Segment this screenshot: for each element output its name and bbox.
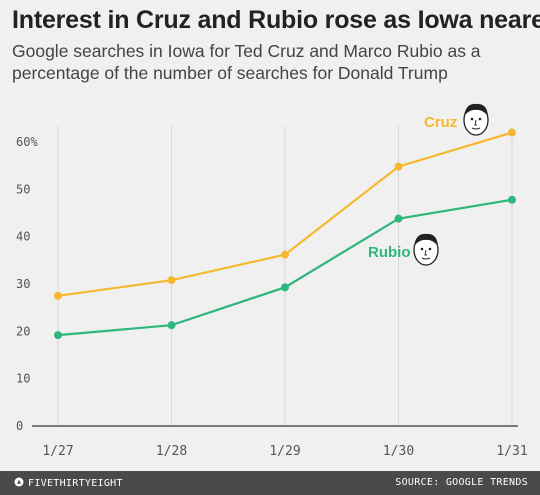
series-labels: Cruz Rubio xyxy=(368,103,489,266)
data-point-cruz xyxy=(508,128,516,137)
data-point-rubio xyxy=(394,214,403,223)
data-point-cruz xyxy=(394,162,403,171)
footer-bar: FIVETHIRTYEIGHT SOURCE: GOOGLE TRENDS xyxy=(0,471,540,495)
x-tick-label: 1/31 xyxy=(496,444,527,459)
data-point-rubio xyxy=(167,321,176,330)
y-tick-label: 0 xyxy=(16,419,23,433)
data-point-rubio xyxy=(508,195,516,204)
brand: FIVETHIRTYEIGHT xyxy=(14,477,123,489)
y-tick-label: 30 xyxy=(16,277,30,291)
data-point-cruz xyxy=(281,250,289,259)
series-lines xyxy=(54,128,516,340)
data-point-rubio xyxy=(281,283,289,292)
source-note: SOURCE: GOOGLE TRENDS xyxy=(395,477,528,488)
x-tick-label: 1/29 xyxy=(269,444,300,459)
x-tick-label: 1/27 xyxy=(42,444,73,459)
chart-subtitle: Google searches in Iowa for Ted Cruz and… xyxy=(12,41,481,83)
series-label-rubio: Rubio xyxy=(368,244,411,261)
line-chart: 0 10 20 30 40 50 60% 1/27 1/28 1/29 1/30 1/31 Cruz… xyxy=(16,103,528,459)
brand-name: FIVETHIRTYEIGHT xyxy=(28,478,123,489)
data-point-cruz xyxy=(54,291,62,300)
cruz-portrait-icon xyxy=(463,103,489,136)
y-tick-label: 40 xyxy=(16,230,30,244)
y-axis-ticks: 0 10 20 30 40 50 60% xyxy=(16,135,38,433)
y-tick-label: 50 xyxy=(16,182,30,196)
chart-title: Interest in Cruz and Rubio rose as Iowa … xyxy=(12,6,540,34)
rubio-portrait-icon xyxy=(413,233,439,266)
data-point-cruz xyxy=(167,276,176,285)
gridlines xyxy=(32,126,518,427)
x-tick-label: 1/30 xyxy=(383,444,414,459)
x-tick-label: 1/28 xyxy=(156,444,187,459)
y-tick-label: 20 xyxy=(16,324,30,338)
data-point-rubio xyxy=(54,331,62,340)
fivethirtyeight-logo-icon xyxy=(14,477,24,487)
y-tick-label: 10 xyxy=(16,372,30,386)
x-axis-ticks: 1/27 1/28 1/29 1/30 1/31 xyxy=(42,444,527,459)
y-tick-label: 60% xyxy=(16,135,38,149)
series-label-cruz: Cruz xyxy=(424,114,457,131)
